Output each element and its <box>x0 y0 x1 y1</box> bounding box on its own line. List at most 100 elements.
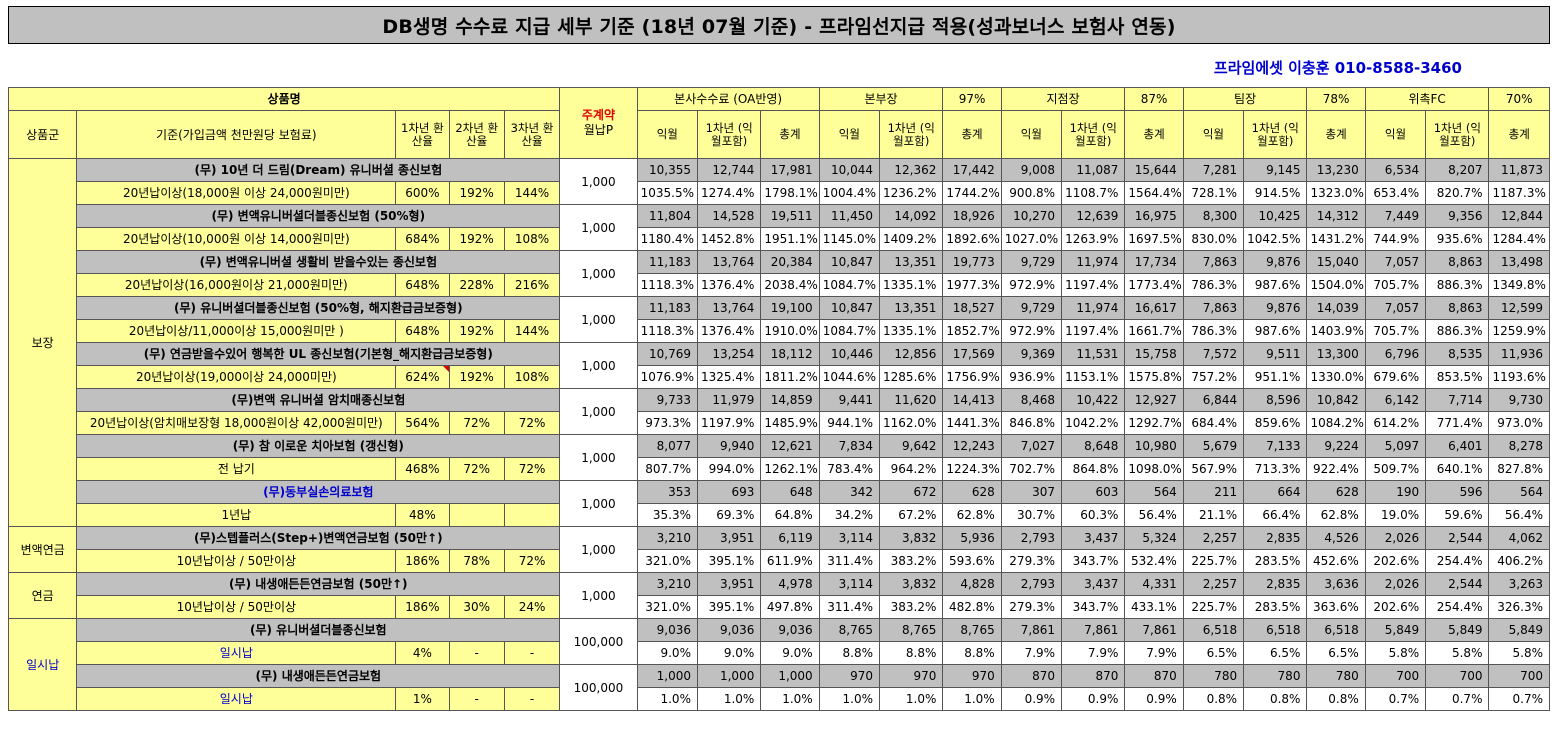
commission-amount: 13,351 <box>879 250 944 274</box>
commission-amount: 6,518 <box>1306 618 1366 642</box>
commission-rate: 509.7% <box>1364 457 1427 481</box>
commission-rate: 9.0% <box>636 641 698 665</box>
commission-rate: 914.5% <box>1243 181 1308 205</box>
commission-rate: 62.8% <box>1306 503 1366 527</box>
commission-amount: 18,527 <box>942 296 1002 320</box>
commission-rate: 202.6% <box>1364 595 1427 619</box>
sub-header-ikwol: 익월 <box>1182 110 1245 159</box>
commission-rate: 846.8% <box>1000 411 1063 435</box>
commission-amount: 8,765 <box>942 618 1002 642</box>
commission-rate: 827.8% <box>1488 457 1550 481</box>
commission-rate: 1.0% <box>942 687 1002 711</box>
commission-rate: 363.6% <box>1306 595 1366 619</box>
commission-rate: 67.2% <box>879 503 944 527</box>
commission-rate: 964.2% <box>879 457 944 481</box>
product-row: (무) 연금받을수있어 행복한 UL 종신보험(기본형_해지환급금보증형) 1,0… <box>9 342 1550 389</box>
commission-amount: 13,300 <box>1306 342 1366 366</box>
product-row: (무) 유니버셜더블종신보험 (50%형, 해지환급금보증형) 1,000 11,1… <box>9 296 1550 343</box>
commission-rate: 66.4% <box>1243 503 1308 527</box>
commission-rate: 744.9% <box>1364 227 1427 251</box>
commission-amount: 10,847 <box>818 250 881 274</box>
commission-amount: 5,849 <box>1488 618 1550 642</box>
commission-rate: 0.7% <box>1425 687 1490 711</box>
commission-rate: 0.9% <box>1061 687 1126 711</box>
commission-rate: 1180.4% <box>636 227 698 251</box>
commission-rate: 279.3% <box>1000 549 1063 573</box>
sub-header-total: 총계 <box>942 110 1002 159</box>
sub-header-total: 총계 <box>1306 110 1366 159</box>
conversion-rate-1: 600% <box>395 181 450 205</box>
commission-amount: 190 <box>1364 480 1427 504</box>
commission-rate: 864.8% <box>1061 457 1126 481</box>
conversion-rate-2: 72% <box>448 411 505 435</box>
commission-rate: 1263.9% <box>1061 227 1126 251</box>
commission-rate: 951.1% <box>1243 365 1308 389</box>
commission-rate: 1274.4% <box>696 181 762 205</box>
commission-rate: 1145.0% <box>818 227 881 251</box>
commission-rate: 7.9% <box>1061 641 1126 665</box>
monthly-premium: 100,000 <box>559 618 638 665</box>
commission-rate: 433.1% <box>1124 595 1184 619</box>
commission-rate: 1504.0% <box>1306 273 1366 297</box>
monthly-premium: 1,000 <box>559 296 638 343</box>
commission-amount: 7,834 <box>818 434 881 458</box>
commission-amount: 11,183 <box>636 250 698 274</box>
commission-amount: 8,765 <box>879 618 944 642</box>
commission-amount: 14,413 <box>942 388 1002 412</box>
commission-rate: 225.7% <box>1182 595 1245 619</box>
commission-amount: 10,842 <box>1306 388 1366 412</box>
commission-amount: 9,036 <box>696 618 762 642</box>
commission-rate: 1084.7% <box>818 319 881 343</box>
commission-rate: 1118.3% <box>636 273 698 297</box>
commission-amount: 9,729 <box>1000 296 1063 320</box>
commission-amount: 10,980 <box>1124 434 1184 458</box>
commission-amount: 14,092 <box>879 204 944 228</box>
commission-amount: 9,729 <box>1000 250 1063 274</box>
commission-amount: 9,940 <box>696 434 762 458</box>
sub-header-total: 총계 <box>1124 110 1184 159</box>
commission-amount: 8,207 <box>1425 158 1490 182</box>
commission-rate: 283.5% <box>1243 595 1308 619</box>
product-name: (무)동부실손의료보험 <box>76 480 561 504</box>
commission-amount: 628 <box>942 480 1002 504</box>
product-name: (무) 내생애든든연금보험 (50만↑) <box>76 572 561 596</box>
commission-rate: 1852.7% <box>942 319 1002 343</box>
commission-rate: 1187.3% <box>1488 181 1550 205</box>
commission-amount: 13,764 <box>696 296 762 320</box>
conversion-rate-1: 468% <box>395 457 450 481</box>
monthly-premium: 100,000 <box>559 664 638 711</box>
commission-amount: 9,008 <box>1000 158 1063 182</box>
conversion-rate-3: 72% <box>503 411 561 435</box>
commission-rate: 1197.4% <box>1061 319 1126 343</box>
basis-cell: 일시납 <box>76 687 397 711</box>
commission-rate: 1773.4% <box>1124 273 1184 297</box>
commission-amount: 11,936 <box>1488 342 1550 366</box>
commission-rate: 1292.7% <box>1124 411 1184 435</box>
commission-rate: 30.7% <box>1000 503 1063 527</box>
conversion-rate-3 <box>503 503 561 527</box>
commission-rate: 1325.4% <box>696 365 762 389</box>
commission-rate: 5.8% <box>1425 641 1490 665</box>
monthly-premium: 1,000 <box>559 480 638 527</box>
conversion-rate-2 <box>448 503 505 527</box>
commission-rate: 395.1% <box>696 549 762 573</box>
commission-amount: 9,036 <box>760 618 820 642</box>
commission-amount: 12,599 <box>1488 296 1550 320</box>
conversion-rate-2: 72% <box>448 457 505 481</box>
header-row-1: 상품명 주계약 월납P 본사수수료 (OA반영) 본부장 97% 지점장 87% … <box>7 87 1550 159</box>
commission-rate: 283.5% <box>1243 549 1308 573</box>
commission-amount: 12,844 <box>1488 204 1550 228</box>
commission-rate: 1285.6% <box>879 365 944 389</box>
commission-amount: 6,534 <box>1364 158 1427 182</box>
commission-rate: 987.6% <box>1243 319 1308 343</box>
sub-header-total: 총계 <box>1488 110 1550 159</box>
commission-rate: 972.9% <box>1000 273 1063 297</box>
commission-rate: 1162.0% <box>879 411 944 435</box>
commission-amount: 3,951 <box>696 572 762 596</box>
monthly-premium: 1,000 <box>559 250 638 297</box>
commission-rate: 6.5% <box>1306 641 1366 665</box>
conversion-rate-3: - <box>503 641 561 665</box>
sub-header-ikwol: 익월 <box>1364 110 1427 159</box>
commission-rate: 886.3% <box>1425 319 1490 343</box>
basis-cell: 20년납이상(16,000원이상 21,000원미만) <box>76 273 397 297</box>
